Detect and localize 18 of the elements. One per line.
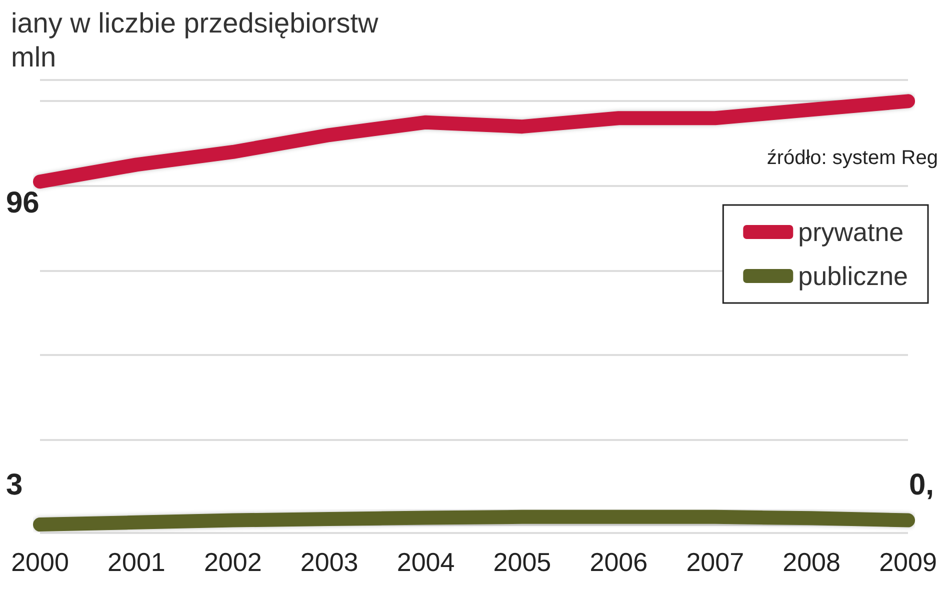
x-tick-label: 2004 xyxy=(396,547,455,577)
x-tick-label: 2009 xyxy=(879,547,937,577)
x-tick-label: 2001 xyxy=(108,547,166,577)
x-tick-label: 2000 xyxy=(11,547,69,577)
x-tick-label: 2007 xyxy=(686,547,744,577)
text: 96 xyxy=(6,186,40,220)
chart-title: iany w liczbie przedsiębiorstw xyxy=(11,8,380,38)
x-tick-label: 2008 xyxy=(782,547,840,577)
chart-subtitle: mln xyxy=(11,42,56,72)
annotation: źródło: system Reg xyxy=(766,147,938,169)
x-tick-label: 2002 xyxy=(204,547,262,577)
x-tick-label: 2006 xyxy=(590,547,648,577)
x-tick-label: 2003 xyxy=(300,547,358,577)
text: 3 xyxy=(6,468,23,502)
legend-label: publiczne xyxy=(798,261,908,291)
legend-label: prywatne xyxy=(798,217,904,247)
x-tick-label: 2005 xyxy=(493,547,552,577)
text: 0, xyxy=(908,468,934,502)
